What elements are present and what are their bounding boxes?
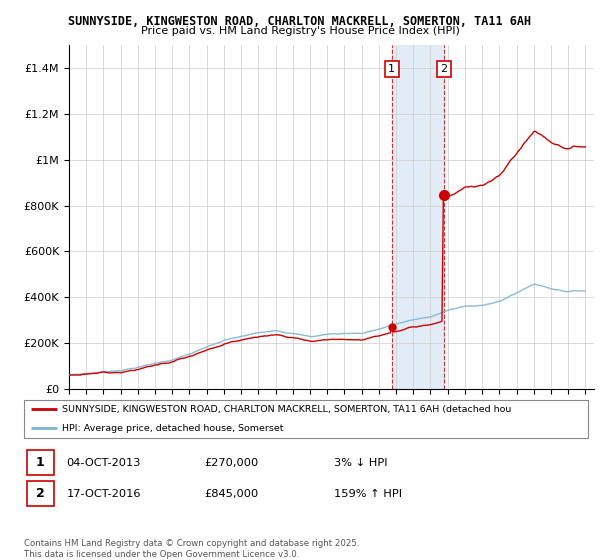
Text: 2: 2 [440,64,448,74]
Bar [27,482,54,506]
Bar [27,450,54,475]
Text: Contains HM Land Registry data © Crown copyright and database right 2025.
This d: Contains HM Land Registry data © Crown c… [24,539,359,559]
Text: 159% ↑ HPI: 159% ↑ HPI [334,489,403,499]
Text: 04-OCT-2013: 04-OCT-2013 [66,458,141,468]
Text: 1: 1 [388,64,395,74]
Text: HPI: Average price, detached house, Somerset: HPI: Average price, detached house, Some… [62,424,284,433]
Text: 1: 1 [36,456,45,469]
Text: SUNNYSIDE, KINGWESTON ROAD, CHARLTON MACKRELL, SOMERTON, TA11 6AH: SUNNYSIDE, KINGWESTON ROAD, CHARLTON MAC… [68,15,532,28]
Bar [392,45,444,389]
Text: £270,000: £270,000 [205,458,259,468]
Text: 3% ↓ HPI: 3% ↓ HPI [334,458,388,468]
Text: £845,000: £845,000 [205,489,259,499]
Text: Price paid vs. HM Land Registry's House Price Index (HPI): Price paid vs. HM Land Registry's House … [140,26,460,36]
Text: SUNNYSIDE, KINGWESTON ROAD, CHARLTON MACKRELL, SOMERTON, TA11 6AH (detached hou: SUNNYSIDE, KINGWESTON ROAD, CHARLTON MAC… [62,405,512,414]
Text: 2: 2 [36,487,45,501]
Text: 17-OCT-2016: 17-OCT-2016 [66,489,141,499]
